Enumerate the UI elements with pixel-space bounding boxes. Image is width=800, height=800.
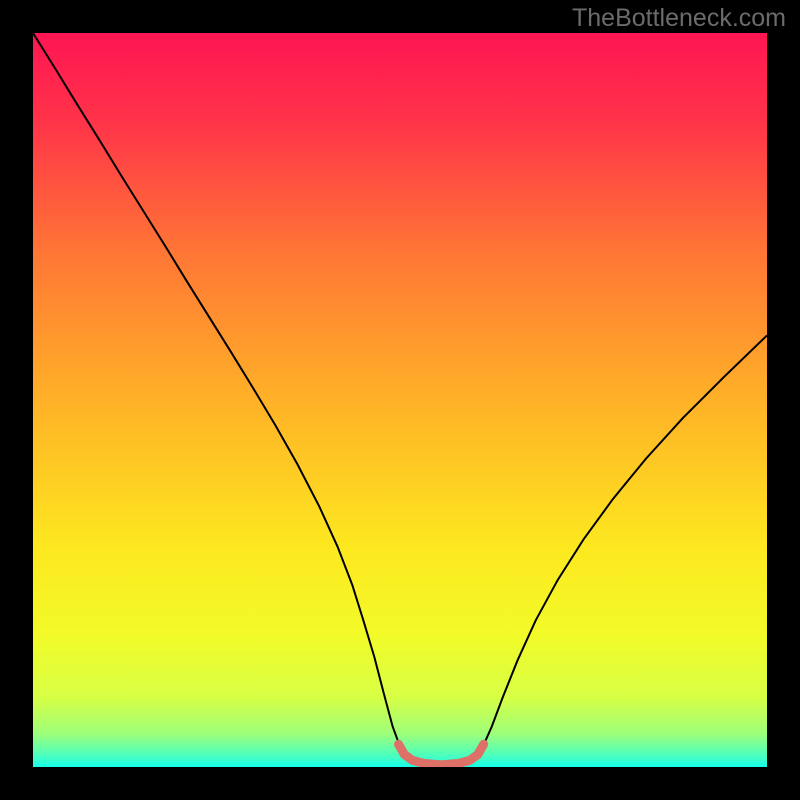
plot-area bbox=[33, 33, 767, 767]
bottleneck-curve bbox=[33, 33, 767, 766]
chart-stage: TheBottleneck.com bbox=[0, 0, 800, 800]
optimal-range-marker bbox=[399, 744, 484, 765]
watermark-text: TheBottleneck.com bbox=[572, 4, 786, 33]
curve-layer bbox=[33, 33, 767, 767]
